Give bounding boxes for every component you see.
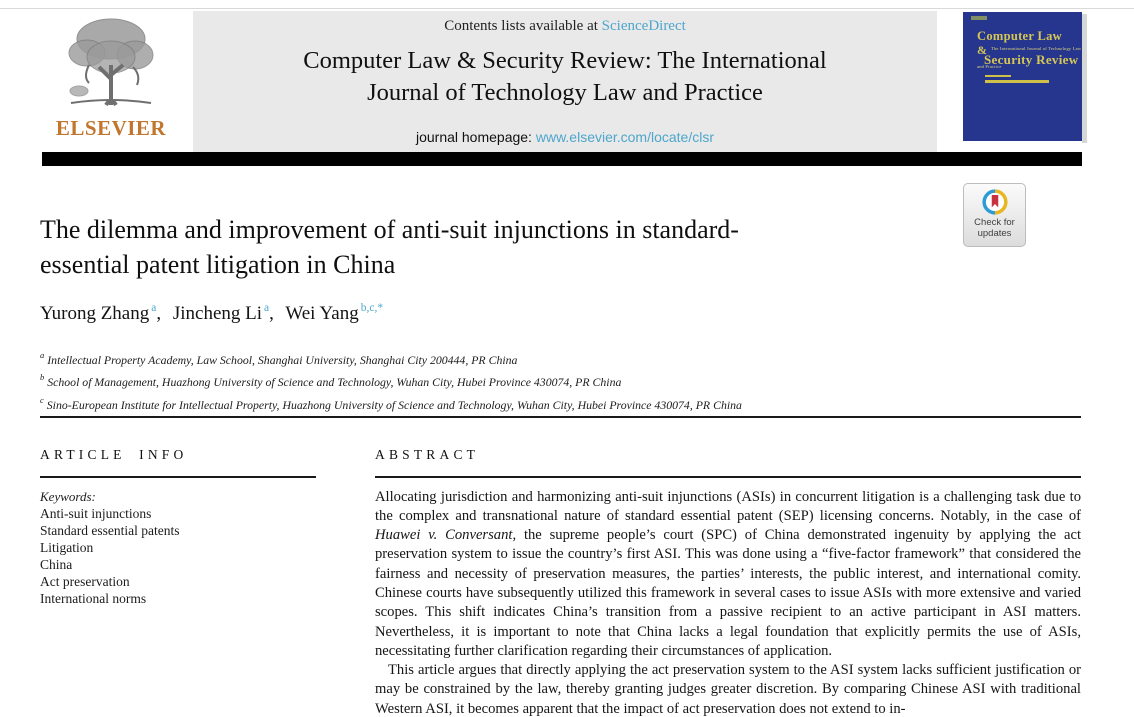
case-name-italic: Huawei v. Conversant <box>375 527 513 544</box>
elsevier-tree-icon <box>68 18 154 107</box>
author: Yurong Zhang a, <box>40 302 168 325</box>
journal-cover-thumbnail: Computer Law & The International Journal… <box>963 12 1082 141</box>
section-divider <box>40 416 1081 418</box>
keyword: International norms <box>40 590 147 606</box>
author: Jincheng Li a, <box>172 302 281 325</box>
keyword: China <box>40 556 73 572</box>
affiliation-sup: b <box>40 372 45 383</box>
elsevier-logo: ELSEVIER <box>50 13 172 141</box>
affiliation-text: Intellectual Property Academy, Law Schoo… <box>47 352 518 367</box>
check-badge-label-line1: Check for <box>974 217 1015 228</box>
homepage-label: journal homepage: <box>415 129 532 145</box>
affiliation-sup: c <box>40 394 44 405</box>
keyword: Act preservation <box>40 573 130 589</box>
abstract-section: ABSTRACT Allocating jurisdiction and har… <box>375 447 1081 717</box>
journal-title-line1: Computer Law & Security Review: The Inte… <box>303 47 827 74</box>
affiliation-sup: a <box>40 350 45 360</box>
cover-corner-mark <box>971 16 987 20</box>
author-name: Wei Yang <box>285 303 359 325</box>
article-info-rule <box>40 476 316 478</box>
journal-title: Computer Law & Security Review: The Inte… <box>193 45 937 109</box>
author-name: Jincheng Li <box>172 303 263 325</box>
contents-line: Contents lists available at ScienceDirec… <box>193 18 937 35</box>
keyword: Litigation <box>40 539 94 555</box>
abstract-heading: ABSTRACT <box>375 447 480 462</box>
affiliation: a Intellectual Property Academy, Law Scho… <box>40 347 742 369</box>
affiliation-list: a Intellectual Property Academy, Law Scho… <box>40 347 742 414</box>
author-affiliation-sup[interactable]: a <box>151 302 157 314</box>
contents-prefix: Contents lists available at <box>444 18 598 34</box>
sciencedirect-link[interactable]: ScienceDirect <box>601 18 686 34</box>
abstract-text: , the supreme people’s court (SPC) of Ch… <box>375 527 1081 659</box>
author-affiliation-sup[interactable]: a <box>264 302 270 314</box>
cover-title-line1: Computer Law <box>977 29 1062 43</box>
affiliation: b School of Management, Huazhong Universi… <box>40 369 742 391</box>
affiliation-text: Sino-European Institute for Intellectual… <box>46 397 742 412</box>
cover-title-line2: Security Review <box>984 52 1079 67</box>
top-divider <box>0 8 1134 9</box>
keywords-label: Keywords: <box>40 488 96 504</box>
author-name: Yurong Zhang <box>40 303 150 325</box>
abstract-paragraph-1: Allocating jurisdiction and harmonizing … <box>375 488 1081 662</box>
author-list: Yurong Zhang a, Jincheng Li a, Wei Yang b,c… <box>40 302 390 325</box>
check-for-updates-badge[interactable]: Check for updates <box>963 183 1026 247</box>
cover-amp-row: & The International Journal of Technolog… <box>977 41 1082 77</box>
author-separator: , <box>269 303 274 325</box>
article-info-section: ARTICLE INFO Keywords: Anti-suit injunct… <box>40 447 316 607</box>
cover-shadow <box>1082 14 1087 143</box>
article-title: The dilemma and improvement of anti-suit… <box>40 215 739 279</box>
journal-header: Contents lists available at ScienceDirec… <box>193 11 937 152</box>
keyword: Anti-suit injunctions <box>40 505 152 521</box>
author-affiliation-sup[interactable]: b,c,* <box>360 302 384 314</box>
cover-editor-line <box>985 75 1011 77</box>
abstract-text: Allocating jurisdiction and harmonizing … <box>375 488 1081 524</box>
article-info-heading: ARTICLE INFO <box>40 447 188 462</box>
homepage-line: journal homepage: www.elsevier.com/locat… <box>193 129 937 145</box>
homepage-url-link[interactable]: www.elsevier.com/locate/clsr <box>535 129 715 145</box>
check-badge-label-line2: updates <box>977 228 1012 239</box>
cover-ampersand: & <box>977 43 987 57</box>
abstract-paragraph-2: This article argues that directly applyi… <box>375 662 1081 717</box>
check-updates-icon <box>982 189 1007 215</box>
affiliation: c Sino-European Institute for Intellectua… <box>40 392 742 414</box>
cover-editor-line <box>985 80 1049 83</box>
elsevier-wordmark: ELSEVIER <box>55 116 167 140</box>
abstract-rule <box>375 476 1081 478</box>
journal-title-line2: Journal of Technology Law and Practice <box>367 79 763 106</box>
header-black-bar <box>42 152 1082 166</box>
affiliation-text: School of Management, Huazhong Universit… <box>47 375 622 390</box>
author-separator: , <box>156 303 162 325</box>
keyword: Standard essential patents <box>40 522 180 538</box>
cover-subtitle: The International Journal of Technology … <box>977 46 1082 69</box>
author: Wei Yang b,c,* <box>285 302 390 325</box>
